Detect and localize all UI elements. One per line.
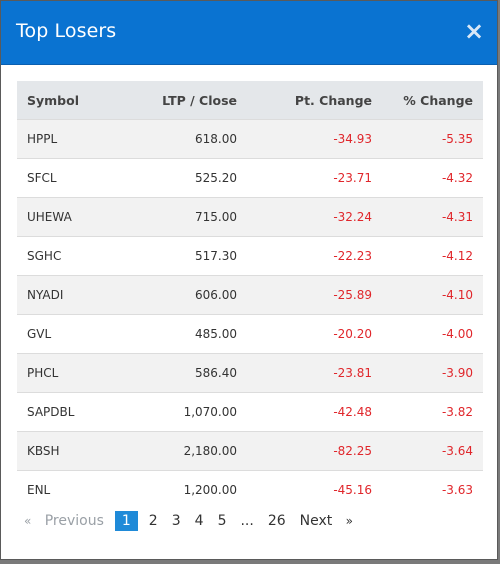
symbol-cell[interactable]: UHEWA — [17, 197, 127, 237]
losers-table-container: Symbol LTP / Close Pt. Change % Change H… — [17, 81, 483, 509]
close-icon[interactable]: × — [463, 17, 485, 45]
column-header-ltp-close[interactable]: LTP / Close — [162, 92, 237, 108]
pt-change-cell: -82.25 — [247, 431, 382, 471]
page-button-1[interactable]: 1 — [114, 511, 138, 531]
symbol-cell[interactable]: SFCL — [17, 158, 127, 198]
page-button-2[interactable]: 2 — [148, 513, 158, 529]
page-button-3[interactable]: 3 — [171, 513, 181, 529]
pct-change-cell: -4.32 — [382, 158, 483, 198]
pagination: « Previous 1 2 3 4 5 ... 26 Next » — [17, 510, 360, 532]
ltp-cell: 618.00 — [127, 119, 247, 159]
symbol-cell[interactable]: HPPL — [17, 119, 127, 159]
ltp-cell: 606.00 — [127, 275, 247, 315]
column-header-pt-change[interactable]: Pt. Change — [294, 92, 372, 108]
table-row[interactable]: SFCL 525.20 -23.71 -4.32 — [17, 158, 483, 198]
pt-change-cell: -20.20 — [247, 314, 382, 354]
previous-page-button[interactable]: « Previous — [17, 511, 111, 531]
symbol-cell[interactable]: ENL — [17, 470, 127, 509]
pct-change-cell: -3.82 — [382, 392, 483, 432]
ltp-cell: 517.30 — [127, 236, 247, 276]
pt-change-cell: -45.16 — [247, 470, 382, 509]
ltp-cell: 715.00 — [127, 197, 247, 237]
modal-title: Top Losers — [16, 20, 117, 42]
prev-arrow-icon: « — [24, 514, 32, 528]
pt-change-cell: -34.93 — [247, 119, 382, 159]
pct-change-cell: -3.63 — [382, 470, 483, 509]
pt-change-cell: -42.48 — [247, 392, 382, 432]
pt-change-cell: -22.23 — [247, 236, 382, 276]
pct-change-cell: -4.10 — [382, 275, 483, 315]
losers-table: Symbol LTP / Close Pt. Change % Change H… — [17, 81, 483, 509]
next-page-button[interactable]: Next » — [293, 511, 360, 531]
next-arrow-icon: » — [345, 514, 353, 528]
symbol-cell[interactable]: KBSH — [17, 431, 127, 471]
table-row[interactable]: PHCL 586.40 -23.81 -3.90 — [17, 353, 483, 393]
symbol-cell[interactable]: SAPDBL — [17, 392, 127, 432]
table-row[interactable]: UHEWA 715.00 -32.24 -4.31 — [17, 197, 483, 237]
pct-change-cell: -4.12 — [382, 236, 483, 276]
ltp-cell: 1,070.00 — [127, 392, 247, 432]
pct-change-cell: -5.35 — [382, 119, 483, 159]
table-row[interactable]: SAPDBL 1,070.00 -42.48 -3.82 — [17, 392, 483, 432]
column-header-symbol[interactable]: Symbol — [27, 92, 79, 108]
page-button-4[interactable]: 4 — [194, 513, 204, 529]
pt-change-cell: -25.89 — [247, 275, 382, 315]
ltp-cell: 525.20 — [127, 158, 247, 198]
pt-change-cell: -32.24 — [247, 197, 382, 237]
table-row[interactable]: SGHC 517.30 -22.23 -4.12 — [17, 236, 483, 276]
table-row[interactable]: ENL 1,200.00 -45.16 -3.63 — [17, 470, 483, 509]
pct-change-cell: -3.64 — [382, 431, 483, 471]
page-ellipsis: ... — [240, 513, 254, 529]
previous-label: Previous — [44, 513, 104, 529]
table-row[interactable]: KBSH 2,180.00 -82.25 -3.64 — [17, 431, 483, 471]
pct-change-cell: -4.00 — [382, 314, 483, 354]
ltp-cell: 1,200.00 — [127, 470, 247, 509]
table-row[interactable]: NYADI 606.00 -25.89 -4.10 — [17, 275, 483, 315]
pct-change-cell: -4.31 — [382, 197, 483, 237]
ltp-cell: 586.40 — [127, 353, 247, 393]
page-button-5[interactable]: 5 — [217, 513, 227, 529]
next-label: Next — [299, 513, 333, 529]
ltp-cell: 485.00 — [127, 314, 247, 354]
table-header-row: Symbol LTP / Close Pt. Change % Change — [17, 81, 483, 120]
table-row[interactable]: GVL 485.00 -20.20 -4.00 — [17, 314, 483, 354]
pt-change-cell: -23.71 — [247, 158, 382, 198]
page-button-26[interactable]: 26 — [267, 513, 286, 529]
table-row[interactable]: HPPL 618.00 -34.93 -5.35 — [17, 119, 483, 159]
ltp-cell: 2,180.00 — [127, 431, 247, 471]
column-header-pct-change[interactable]: % Change — [403, 92, 473, 108]
pt-change-cell: -23.81 — [247, 353, 382, 393]
symbol-cell[interactable]: GVL — [17, 314, 127, 354]
symbol-cell[interactable]: SGHC — [17, 236, 127, 276]
symbol-cell[interactable]: NYADI — [17, 275, 127, 315]
symbol-cell[interactable]: PHCL — [17, 353, 127, 393]
modal-header: Top Losers × — [1, 1, 497, 65]
pct-change-cell: -3.90 — [382, 353, 483, 393]
